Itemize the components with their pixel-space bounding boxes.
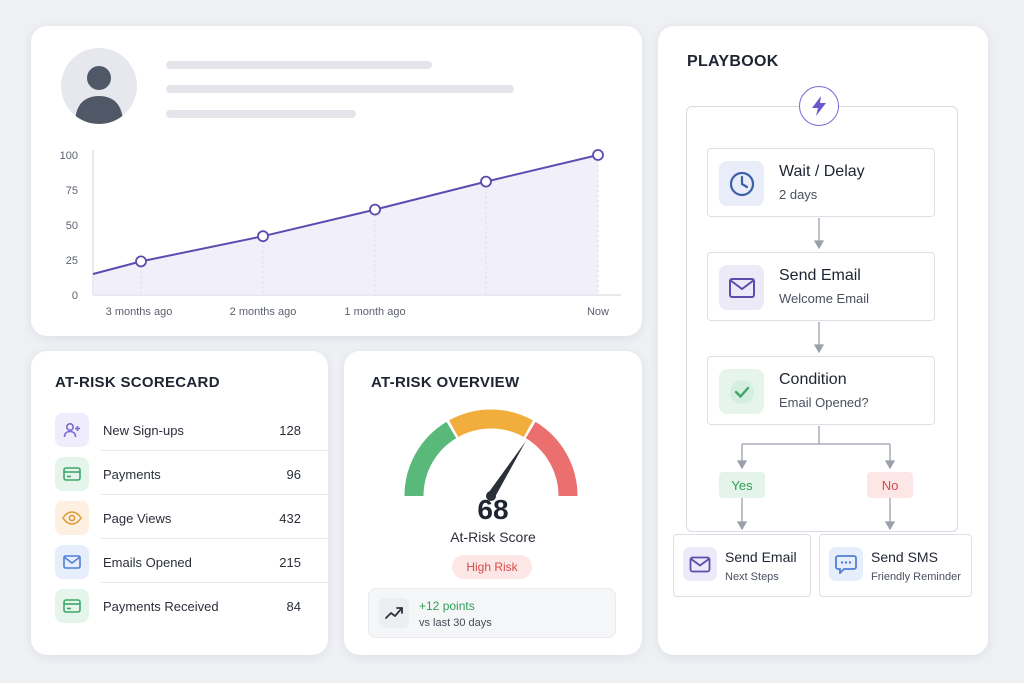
placeholder-line [166,110,356,118]
check-circle-icon [719,369,764,414]
avatar [61,48,137,124]
y-tick-label: 50 [66,220,78,232]
scorecard-row-value: 84 [286,598,301,614]
data-point [257,230,269,243]
placeholder-line [166,85,514,93]
data-point [592,149,604,161]
gauge-segment-high [525,421,578,497]
branch-title: Send Email [725,549,797,565]
x-tick-label: Now [587,306,609,318]
step-subtitle: 2 days [779,187,818,202]
scorecard-row-label: Payments [103,466,161,482]
branch-subtitle: Friendly Reminder [871,571,961,583]
gauge-segment-medium [449,409,533,438]
y-tick-label: 25 [66,255,78,267]
branch-step-send-email[interactable]: Send Email Next Steps [673,534,811,597]
step-title: Wait / Delay [779,163,865,180]
credit-card-icon [55,589,89,623]
branch-step-send-sms[interactable]: Send SMS Friendly Reminder [819,534,972,597]
step-subtitle: Email Opened? [779,395,869,410]
scorecard-row-label: Page Views [103,510,172,526]
scorecard-row-value: 215 [279,554,301,570]
step-title: Send Email [779,267,861,284]
x-tick-label: 1 month ago [344,306,405,318]
x-tick-label: 3 months ago [106,306,173,318]
scorecard-card: AT-RISK SCORECARD New Sign-ups 128 Payment… [31,351,333,655]
user-plus-icon [55,413,89,447]
series-line [92,154,599,275]
placeholder-line [166,61,432,69]
branch-yes-label[interactable]: Yes [719,472,765,498]
scorecard-row[interactable]: Page Views 432 [55,496,301,540]
engagement-chart-card: 100 75 50 25 0 3 months ago 2 months ago 1 mont… [31,26,642,336]
row-divider [101,538,333,539]
step-subtitle: Welcome Email [779,291,870,306]
trend-up-icon [379,598,409,628]
scorecard-row-value: 432 [279,510,301,526]
risk-gauge [404,409,578,501]
risk-score-label: At-Risk Score [450,529,536,545]
gauge-needle-hub [486,491,496,501]
scorecard-row[interactable]: Emails Opened 215 [55,540,301,584]
overview-card: AT-RISK OVERVIEW 68 At-Risk Score High R… [344,351,642,655]
trend-summary: +12 points vs last 30 days [368,588,616,638]
row-divider [101,582,333,583]
flow-connectors [736,218,896,531]
playbook-step-send-email[interactable]: Send Email Welcome Email [707,252,935,321]
gauge-segment-low [404,421,457,497]
trigger-bolt-icon[interactable] [799,86,839,126]
data-point [369,203,381,216]
playbook-step-condition[interactable]: Condition Email Opened? [707,356,935,425]
clock-icon [719,161,764,206]
area-fill [93,155,598,295]
y-tick-label: 75 [66,185,78,197]
mail-icon [683,547,717,581]
chat-icon [829,547,863,581]
scorecard-row[interactable]: Payments Received 84 [55,584,301,628]
scorecard-row-value: 96 [286,466,301,482]
branch-no-label[interactable]: No [867,472,913,498]
risk-status-badge: High Risk [452,555,532,579]
scorecard-row[interactable]: New Sign-ups 128 [55,408,301,452]
branch-subtitle: Next Steps [725,571,779,583]
playbook-title: PLAYBOOK [687,53,779,70]
scorecard-title: AT-RISK SCORECARD [55,374,220,391]
row-divider [101,450,333,451]
y-tick-label: 100 [60,150,78,162]
playbook-step-wait[interactable]: Wait / Delay 2 days [707,148,935,217]
scorecard-row-label: New Sign-ups [103,422,184,438]
scorecard-row-value: 128 [279,422,301,438]
gauge-needle [487,441,526,499]
credit-card-icon [55,457,89,491]
data-point [135,255,147,268]
line-chart: 100 75 50 25 0 3 months ago 2 months ago 1 mont… [60,149,621,318]
step-title: Condition [779,371,847,388]
trend-period: vs last 30 days [419,617,492,629]
row-divider [101,494,333,495]
mail-icon [719,265,764,310]
eye-icon [55,501,89,535]
branch-title: Send SMS [871,549,938,565]
scorecard-row-label: Payments Received [103,598,219,614]
trend-delta: +12 points [419,599,475,613]
risk-score-value: 68 [477,494,509,525]
scorecard-row[interactable]: Payments 96 [55,452,301,496]
data-point [480,175,492,188]
mail-icon [55,545,89,579]
x-tick-label: 2 months ago [230,306,297,318]
overview-title: AT-RISK OVERVIEW [371,374,520,391]
scorecard-row-label: Emails Opened [103,554,192,570]
playbook-card: PLAYBOOK W [658,26,988,655]
y-tick-label: 0 [72,290,78,302]
